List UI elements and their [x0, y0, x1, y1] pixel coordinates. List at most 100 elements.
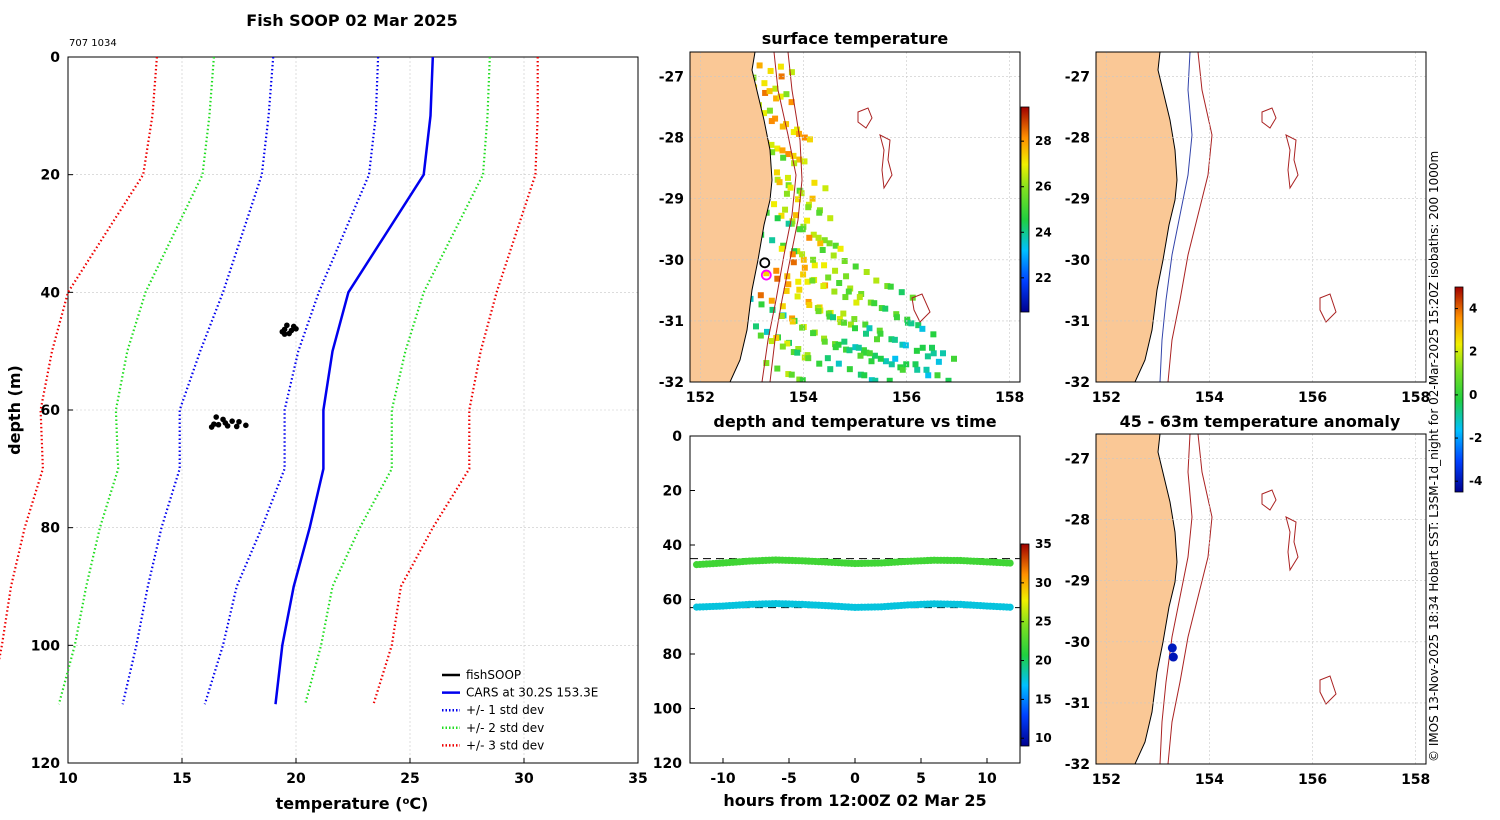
- sst-cell: [799, 377, 806, 382]
- sst-cell: [866, 350, 873, 357]
- profile-ticks: 10 15 20 25 30 35 0 20 40 60 80 100 120: [31, 50, 648, 787]
- sst-cell: [852, 263, 859, 270]
- map-x-tick-label: 158: [995, 390, 1024, 406]
- sst-cell: [821, 262, 828, 269]
- sst-cells: [734, 52, 957, 382]
- dt-point: [1006, 603, 1014, 611]
- legend-label: +/- 2 std dev: [466, 721, 544, 735]
- sst-cell: [790, 152, 797, 159]
- sst-cell: [852, 325, 858, 332]
- sst-cell: [780, 154, 787, 161]
- ano-isobath-1000: [1159, 434, 1193, 764]
- sst-cell: [779, 343, 786, 350]
- sst-frame: [689, 51, 1021, 383]
- sst-cell: [861, 372, 868, 379]
- sst-cell: [862, 321, 869, 328]
- sst-cell: [866, 325, 873, 332]
- ano-points: [1167, 643, 1178, 662]
- sst-cell: [815, 308, 822, 315]
- profile-obs-point: [208, 424, 215, 430]
- sst-cell: [790, 349, 797, 356]
- sst-cell: [843, 346, 850, 353]
- sst-cell: [843, 273, 850, 280]
- sst-cell: [878, 305, 885, 312]
- sst-cell: [782, 206, 789, 213]
- profile-obs-point: [213, 414, 219, 420]
- sst-cell: [914, 366, 921, 373]
- sst-cell: [791, 160, 798, 167]
- sst-cell: [863, 349, 870, 356]
- sst-cell: [817, 240, 824, 247]
- sst-cell: [904, 319, 911, 326]
- sst-cell: [816, 209, 823, 216]
- cb-tick-label: 2: [1469, 345, 1477, 359]
- sst-cell: [857, 371, 864, 378]
- sst-cell: [794, 349, 801, 356]
- sst-cell: [785, 371, 792, 378]
- sst-cell: [810, 231, 817, 238]
- sst-cell: [827, 215, 834, 222]
- sst-cell: [919, 325, 926, 332]
- sst-cell: [788, 69, 795, 76]
- sst-isobath-1000b: [769, 52, 803, 382]
- sst-cell: [924, 353, 931, 360]
- cb-tick-label: 22: [1035, 271, 1052, 285]
- sst-cell: [867, 299, 874, 306]
- sst-cell: [836, 280, 843, 286]
- ano-isobath-1000b: [1167, 434, 1213, 764]
- iso-isobath-200: [1159, 52, 1193, 382]
- sst-cell: [872, 377, 879, 382]
- profile-obs-point: [236, 418, 242, 425]
- sst-cell: [827, 366, 834, 373]
- sst-cell: [758, 301, 765, 308]
- sst-seamount-3: [911, 293, 931, 323]
- sst-cell: [783, 91, 790, 98]
- cb-tick-label: 28: [1035, 134, 1052, 148]
- sst-cell: [871, 352, 878, 359]
- iso-ticks: 152 154 156 158 -27 -28 -29 -30 -31 -32: [1065, 69, 1431, 406]
- y-tick-label: 100: [31, 638, 60, 654]
- sst-cell: [868, 358, 875, 365]
- sst-cell: [805, 355, 812, 362]
- sst-cell: [757, 292, 764, 299]
- profile-obs-point: [233, 423, 240, 430]
- profile-obs-point: [286, 330, 292, 337]
- ano-colorbar: [1455, 287, 1463, 492]
- sst-cell: [772, 115, 779, 122]
- profile-obs-point: [293, 326, 299, 332]
- map-y-tick-label: -32: [1065, 757, 1090, 773]
- cb-tick-label: 20: [1035, 654, 1052, 668]
- sst-cell: [778, 313, 785, 319]
- cb-tick-label: 30: [1035, 576, 1052, 590]
- cb-tick-label: -4: [1469, 474, 1482, 488]
- sst-cell: [794, 126, 801, 133]
- dt-x-tick-label: 0: [850, 771, 860, 787]
- sst-cell: [876, 327, 883, 334]
- sst-cell: [784, 174, 791, 181]
- sst-colorbar-ticks: 22 24 26 28: [1020, 106, 1052, 313]
- sst-cell: [824, 355, 831, 362]
- sst-cell: [801, 354, 808, 361]
- map-y-tick-label: -29: [1065, 192, 1090, 208]
- x-tick-label: 35: [628, 771, 647, 787]
- sst-cell: [806, 302, 813, 308]
- profile-legend: fishSOOP CARS at 30.2S 153.3E +/- 1 std de…: [442, 668, 598, 752]
- sst-cell: [837, 319, 844, 326]
- sst-cell: [772, 85, 779, 92]
- sst-cell: [779, 303, 786, 310]
- ano-land: [1096, 434, 1178, 764]
- sst-cell: [773, 335, 780, 341]
- map-y-tick-label: -28: [659, 131, 684, 147]
- sst-cell: [884, 283, 891, 290]
- sst-cell: [847, 321, 854, 328]
- sst-cell: [841, 338, 848, 345]
- sst-cell: [778, 245, 785, 252]
- map-y-tick-label: -30: [1065, 253, 1091, 269]
- dt-x-tick-label: -10: [710, 771, 736, 787]
- cb-tick-label: 10: [1035, 731, 1052, 745]
- sst-cell: [871, 300, 878, 307]
- sst-cell: [826, 313, 833, 320]
- cb-tick-label: 0: [1469, 388, 1477, 402]
- sst-cell: [893, 311, 900, 318]
- sst-cell: [886, 377, 893, 382]
